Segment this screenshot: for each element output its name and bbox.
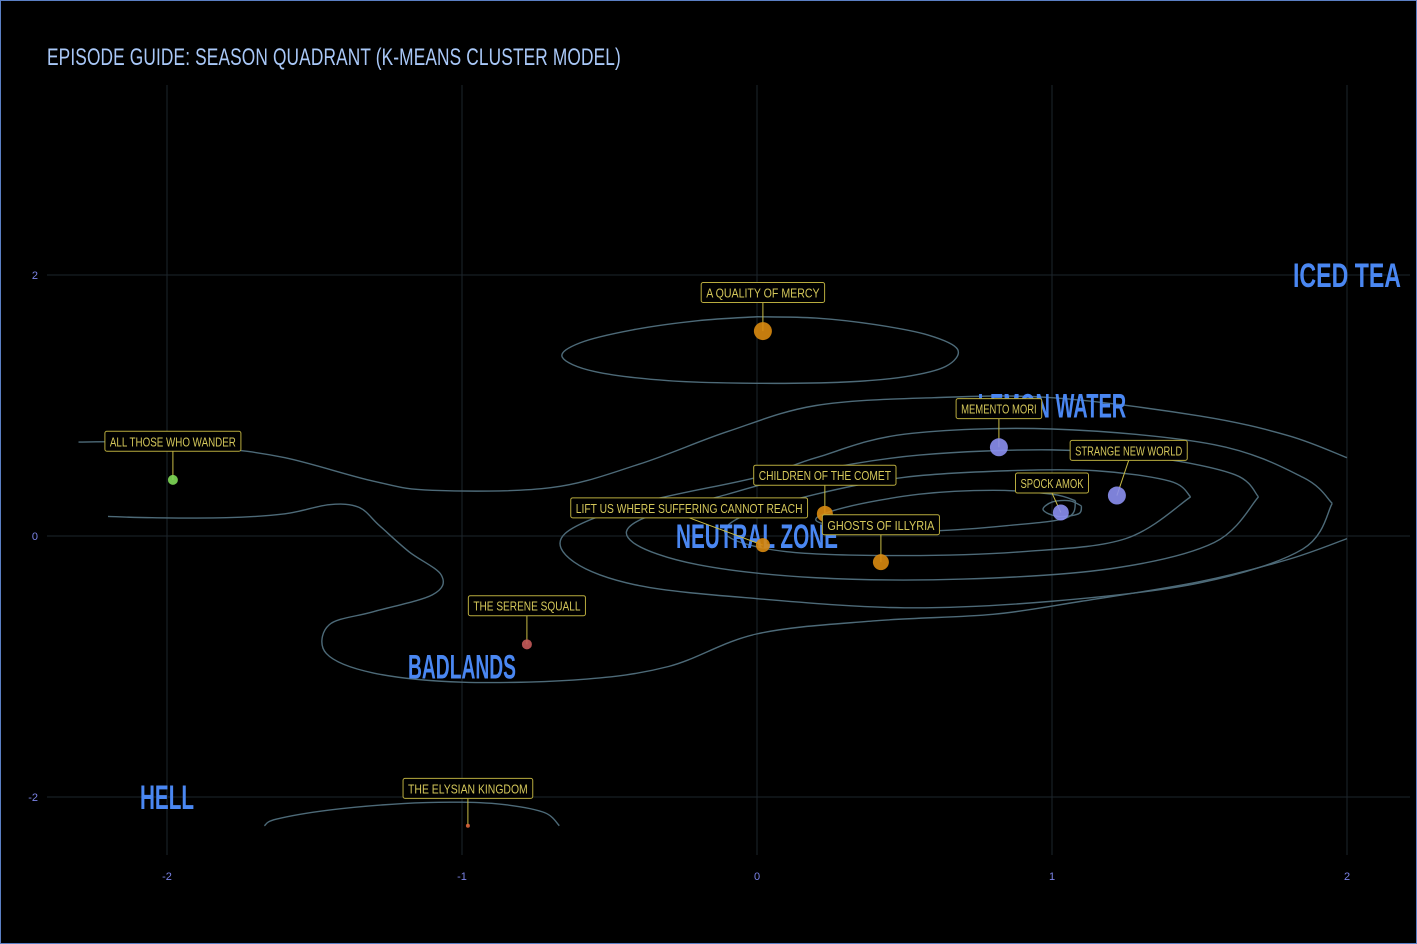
episode-point-group: ALL THOSE WHO WANDER <box>104 430 242 485</box>
episode-label: GHOSTS OF ILLYRIA <box>827 518 934 533</box>
density-contour-line <box>263 801 560 827</box>
y-tick-label: 2 <box>32 270 38 282</box>
x-tick-label: 2 <box>1344 871 1350 883</box>
episode-label: STRANGE NEW WORLD <box>1075 443 1182 458</box>
episode-label-box <box>104 430 242 452</box>
episode-label-box <box>570 497 809 519</box>
episode-point <box>1052 504 1069 521</box>
episode-point-group: SPOCK AMOK <box>1015 472 1089 521</box>
episode-label: THE SERENE SQUALL <box>473 599 580 614</box>
y-tick-label: -2 <box>28 792 38 804</box>
episode-point-group: CHILDREN OF THE COMET <box>753 464 897 522</box>
episode-point <box>755 538 770 553</box>
episode-label-box <box>1069 439 1188 461</box>
episode-label: ALL THOSE WHO WANDER <box>110 434 236 449</box>
grid-lines <box>47 85 1410 855</box>
density-contours <box>78 316 1348 827</box>
x-tick-label: 0 <box>754 871 760 883</box>
episode-point <box>465 823 470 828</box>
x-tick-label: -1 <box>457 871 467 883</box>
episode-label: MEMENTO MORI <box>961 402 1037 417</box>
x-tick-label: 1 <box>1049 871 1055 883</box>
episode-label-box <box>955 398 1043 420</box>
zone-label: NEUTRAL ZONE <box>676 518 838 556</box>
episode-label: LIFT US WHERE SUFFERING CANNOT REACH <box>576 501 803 516</box>
density-contour-line <box>107 503 1348 684</box>
density-contour-line <box>78 395 1348 492</box>
density-contour-line <box>815 489 1077 532</box>
zone-label: HELL <box>140 779 194 817</box>
axis-ticks: -2 -1 0 1 2 -2 0 2 <box>28 270 1350 883</box>
zone-label: ICED TEA <box>1293 257 1401 295</box>
episode-label: A QUALITY OF MERCY <box>706 285 820 300</box>
zone-label: BADLANDS <box>408 649 516 687</box>
episode-label-box <box>467 595 586 617</box>
episode-point <box>872 554 889 571</box>
episode-label-box <box>821 514 940 536</box>
episode-point-group: THE SERENE SQUALL <box>467 595 586 650</box>
episode-point <box>1107 486 1126 505</box>
episode-point-group: MEMENTO MORI <box>955 398 1043 457</box>
episode-point-group: GHOSTS OF ILLYRIA <box>821 514 940 571</box>
density-contour-line <box>559 427 1333 609</box>
density-contour-line <box>1042 499 1083 518</box>
episode-label-box <box>1015 472 1089 494</box>
chart-title: EPISODE GUIDE: SEASON QUADRANT (K-MEANS … <box>47 44 621 71</box>
episode-label: CHILDREN OF THE COMET <box>759 468 891 483</box>
episode-label-box <box>700 281 826 303</box>
episode-point <box>521 639 532 650</box>
episode-point-group: THE ELYSIAN KINGDOM <box>402 777 534 828</box>
density-contour-line <box>561 316 960 385</box>
x-tick-label: -2 <box>162 871 172 883</box>
episode-label: SPOCK AMOK <box>1021 476 1084 491</box>
episode-label: THE ELYSIAN KINGDOM <box>408 781 528 796</box>
episode-point-group: STRANGE NEW WORLD <box>1069 439 1188 505</box>
episode-point <box>753 322 772 341</box>
episode-label-box <box>753 464 897 486</box>
y-tick-label: 0 <box>32 531 38 543</box>
label-leader-line <box>688 517 764 546</box>
episode-point-group: A QUALITY OF MERCY <box>700 281 826 341</box>
episode-point <box>167 474 178 485</box>
episode-point <box>989 438 1008 457</box>
episode-point-group: LIFT US WHERE SUFFERING CANNOT REACH <box>570 497 809 553</box>
episode-label-box <box>402 777 534 799</box>
episode-points: A QUALITY OF MERCY ALL THOSE WHO WANDER ME… <box>104 281 1188 828</box>
